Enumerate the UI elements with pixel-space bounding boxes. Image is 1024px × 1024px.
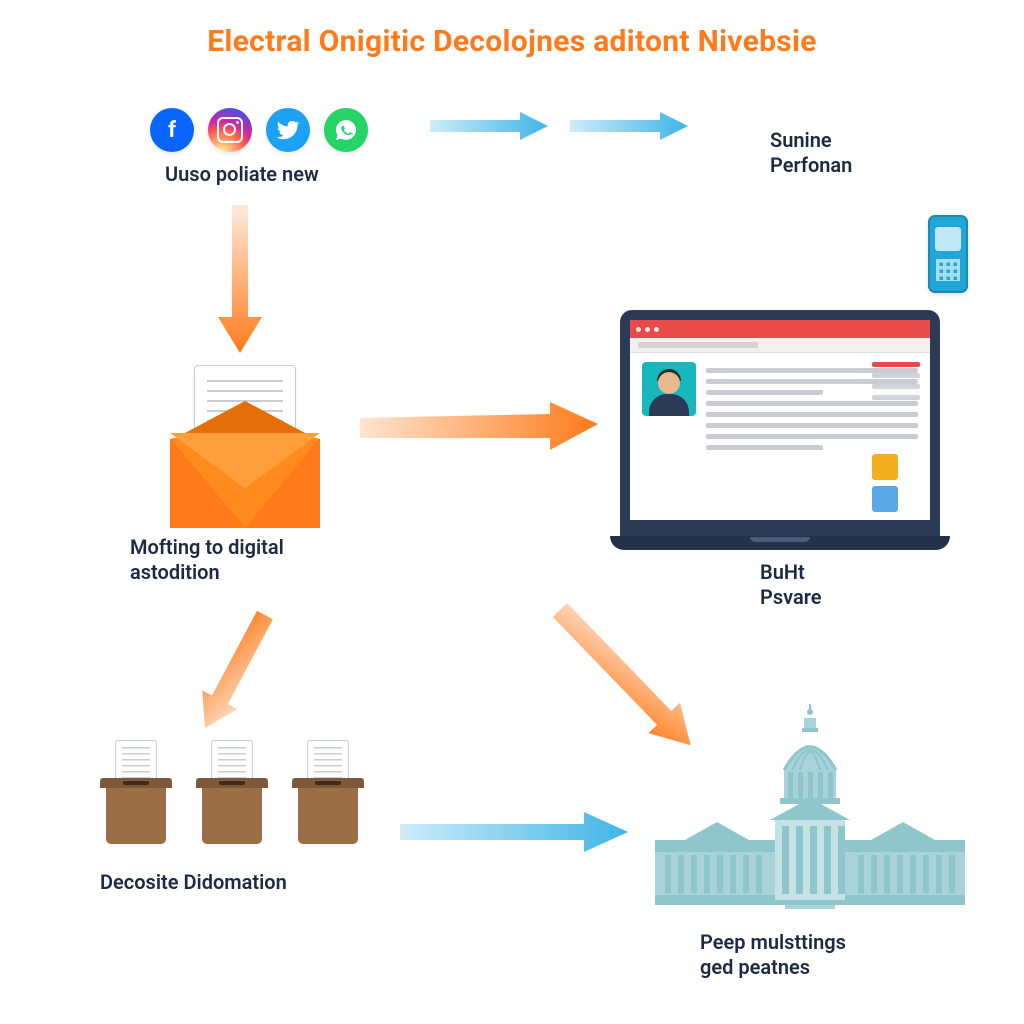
arrow-envelope-to-laptop (360, 400, 600, 456)
laptop-icon (620, 310, 940, 550)
arrow-social-to-envelope (212, 205, 268, 355)
instagram-icon (208, 108, 252, 152)
avatar-icon (642, 362, 696, 416)
sunine-label: Sunine Perfonan (770, 128, 852, 178)
capitol-label: Peep mulsttings ged peatnes (700, 930, 846, 980)
infographic-stage: Electral Onigitic Decolojnes aditont Niv… (0, 0, 1024, 1024)
arrow-ballots-to-capitol (400, 808, 630, 856)
ballot-box (292, 740, 364, 844)
social-icons-row: f (150, 108, 368, 152)
envelope-icon (160, 365, 330, 528)
arrow-envelope-to-ballots (175, 605, 295, 735)
phone-icon (928, 215, 968, 293)
arrow-laptop-to-capitol (540, 600, 720, 760)
whatsapp-icon (324, 108, 368, 152)
envelope-label: Mofting to digital astodition (130, 535, 284, 585)
facebook-icon: f (150, 108, 194, 152)
arrow-social-to-sunine (430, 112, 690, 158)
ballot-box (100, 740, 172, 844)
ballot-box (196, 740, 268, 844)
twitter-icon (266, 108, 310, 152)
ballots-label: Decosite Didomation (100, 870, 287, 895)
laptop-label: BuHt Psvare (760, 560, 822, 610)
page-title: Electral Onigitic Decolojnes aditont Niv… (0, 24, 1024, 59)
ballot-boxes (100, 740, 364, 844)
social-label: Uuso poliate new (165, 162, 319, 187)
